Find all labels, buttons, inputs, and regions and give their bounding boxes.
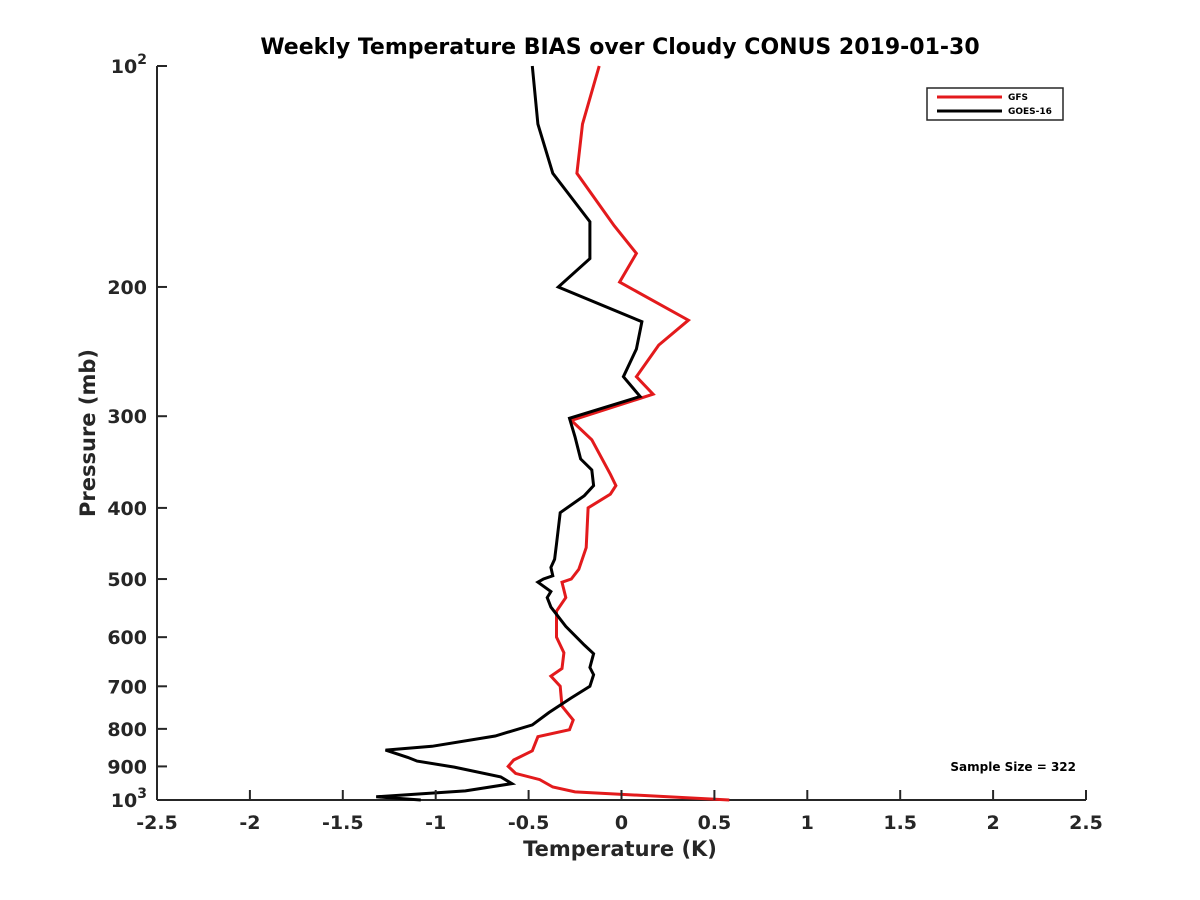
x-tick-label: -1 [425,812,446,834]
y-tick-label-base: 900 [107,756,147,778]
x-tick-label: 2 [986,812,999,834]
x-axis-ticks: -2.5 -2 -1.5 -1 -0.5 0 0.5 1 1.5 2 2.5 [136,790,1103,834]
y-tick-label-base: 700 [107,676,147,698]
y-tick-label: 700 [107,676,147,698]
y-tick-label: 103 [111,786,147,812]
y-tick-label: 200 [107,277,147,299]
legend-label-goes16: GOES-16 [1008,107,1052,117]
y-tick-label-base: 800 [107,719,147,741]
y-tick-label: 500 [107,569,147,591]
series-line-gfs [506,65,730,802]
x-tick-label: -1.5 [322,812,364,834]
y-tick-label: 102 [111,52,147,78]
y-tick-label: 400 [107,498,147,520]
y-axis-label: Pressure (mb) [76,349,100,517]
x-tick-label: 1 [801,812,814,834]
legend-box [926,87,1064,121]
y-tick-label-exponent: 2 [137,52,147,68]
sample-size-annotation: Sample Size = 322 [950,760,1076,774]
y-tick-label: 300 [107,406,147,428]
legend: GFS GOES-16 [926,87,1064,121]
chart-title: Weekly Temperature BIAS over Cloudy CONU… [260,35,979,60]
y-tick-label: 800 [107,719,147,741]
plot-area [156,65,1086,802]
series-line-goes-16 [376,65,644,802]
y-tick-label: 900 [107,756,147,778]
x-axis-label: Temperature (K) [523,837,717,861]
legend-label-gfs: GFS [1008,93,1028,103]
y-tick-label-base: 10 [111,790,137,812]
y-tick-label-base: 500 [107,569,147,591]
x-tick-label: 2.5 [1069,812,1103,834]
y-tick-label-base: 10 [111,56,137,78]
y-tick-label-base: 200 [107,277,147,299]
series-layer [376,65,730,802]
y-tick-label: 600 [107,627,147,649]
y-tick-label-base: 300 [107,406,147,428]
x-tick-label: 1.5 [883,812,917,834]
y-tick-label-exponent: 3 [137,786,147,802]
y-tick-label-base: 600 [107,627,147,649]
x-tick-label: 0 [615,812,628,834]
x-tick-label: -2 [239,812,260,834]
x-tick-label: 0.5 [698,812,732,834]
x-tick-label: -2.5 [136,812,178,834]
x-tick-label: -0.5 [508,812,550,834]
y-tick-label-base: 400 [107,498,147,520]
